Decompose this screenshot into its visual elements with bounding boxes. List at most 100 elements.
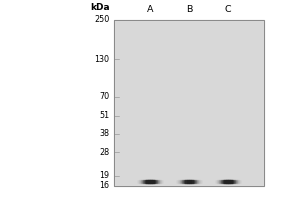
Bar bbox=[114, 20, 264, 186]
Bar bbox=[195, 180, 196, 183]
Bar bbox=[239, 180, 240, 183]
Bar bbox=[145, 180, 146, 183]
Bar bbox=[200, 180, 201, 183]
Bar bbox=[201, 180, 202, 183]
Bar bbox=[195, 180, 196, 183]
Bar bbox=[226, 180, 228, 183]
Bar bbox=[180, 180, 181, 183]
Bar bbox=[199, 180, 200, 183]
Bar bbox=[219, 180, 220, 183]
Bar bbox=[138, 180, 139, 183]
Bar bbox=[158, 180, 159, 183]
Bar bbox=[188, 180, 189, 183]
Bar bbox=[179, 180, 180, 183]
Bar bbox=[152, 180, 154, 183]
Bar bbox=[217, 180, 218, 183]
Text: kDa: kDa bbox=[90, 3, 110, 12]
Bar bbox=[146, 180, 147, 183]
Bar bbox=[198, 180, 199, 183]
Bar bbox=[147, 180, 148, 183]
Bar bbox=[191, 180, 192, 183]
Bar bbox=[200, 180, 202, 183]
Bar bbox=[184, 180, 185, 183]
Bar bbox=[161, 180, 162, 183]
Bar bbox=[225, 180, 226, 183]
Bar bbox=[184, 180, 185, 183]
Bar bbox=[192, 180, 193, 183]
Bar bbox=[238, 180, 239, 183]
Bar bbox=[178, 180, 179, 183]
Bar bbox=[178, 180, 179, 183]
Bar bbox=[143, 180, 144, 183]
Bar bbox=[224, 180, 225, 183]
Bar bbox=[181, 180, 182, 183]
Bar bbox=[194, 180, 195, 183]
Bar bbox=[159, 180, 160, 183]
Bar bbox=[189, 180, 190, 183]
Bar bbox=[148, 180, 150, 183]
Bar bbox=[196, 180, 197, 183]
Bar bbox=[222, 180, 223, 183]
Bar bbox=[150, 180, 152, 183]
Text: A: A bbox=[147, 5, 153, 14]
Bar bbox=[235, 180, 236, 183]
Bar bbox=[183, 180, 184, 183]
Bar bbox=[139, 180, 140, 183]
Bar bbox=[217, 180, 218, 183]
Bar bbox=[158, 180, 159, 183]
Text: 16: 16 bbox=[100, 182, 110, 190]
Bar bbox=[182, 180, 183, 183]
Bar bbox=[114, 20, 264, 186]
Bar bbox=[176, 180, 178, 183]
Bar bbox=[148, 180, 149, 183]
Bar bbox=[228, 180, 230, 183]
Bar bbox=[199, 180, 200, 183]
Bar bbox=[189, 180, 190, 183]
Bar bbox=[139, 180, 140, 183]
Text: 51: 51 bbox=[99, 111, 110, 120]
Text: B: B bbox=[186, 5, 192, 14]
Bar bbox=[196, 180, 198, 183]
Bar bbox=[153, 180, 154, 183]
Bar bbox=[224, 180, 226, 183]
Bar bbox=[216, 180, 217, 183]
Bar bbox=[156, 180, 157, 183]
Bar bbox=[220, 180, 221, 183]
Bar bbox=[218, 180, 219, 183]
Bar bbox=[156, 180, 158, 183]
Bar bbox=[187, 180, 188, 183]
Bar bbox=[188, 180, 189, 183]
Bar bbox=[185, 180, 187, 183]
Bar bbox=[137, 180, 138, 183]
Bar bbox=[230, 180, 231, 183]
Bar bbox=[231, 180, 232, 183]
Bar bbox=[185, 180, 186, 183]
Bar bbox=[236, 180, 237, 183]
Bar bbox=[238, 180, 239, 183]
Bar bbox=[144, 180, 145, 183]
Bar bbox=[160, 180, 161, 183]
Bar bbox=[137, 180, 139, 183]
Text: 38: 38 bbox=[100, 129, 110, 138]
Bar bbox=[161, 180, 163, 183]
Bar bbox=[193, 180, 194, 183]
Bar bbox=[142, 180, 143, 183]
Bar bbox=[220, 180, 222, 183]
Text: 28: 28 bbox=[99, 148, 110, 157]
Bar bbox=[155, 180, 156, 183]
Bar bbox=[150, 180, 151, 183]
Bar bbox=[234, 180, 235, 183]
Bar bbox=[182, 180, 183, 183]
Bar bbox=[232, 180, 233, 183]
Bar bbox=[176, 180, 177, 183]
Bar bbox=[162, 180, 163, 183]
Bar bbox=[190, 180, 191, 183]
Text: 19: 19 bbox=[99, 171, 110, 180]
Text: 70: 70 bbox=[99, 92, 110, 101]
Bar bbox=[146, 180, 148, 183]
Bar bbox=[160, 180, 161, 183]
Text: C: C bbox=[225, 5, 231, 14]
Bar bbox=[237, 180, 238, 183]
Bar bbox=[157, 180, 158, 183]
Bar bbox=[149, 180, 150, 183]
